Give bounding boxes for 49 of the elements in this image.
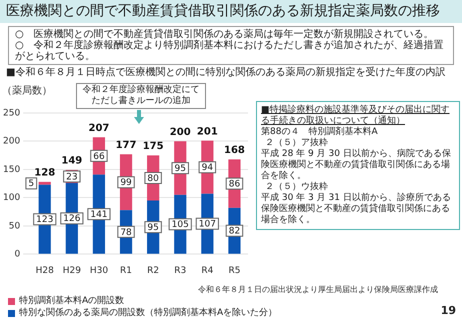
data-label: 5 xyxy=(28,179,34,190)
y-tick-label: 50 xyxy=(8,221,20,232)
total-label: 149 xyxy=(61,156,82,167)
data-label: 107 xyxy=(198,220,216,230)
text: 令和６年８月１日の届出状況より厚生局届出より保険局医療課作成 xyxy=(198,284,438,295)
x-tick-label: R1 xyxy=(120,266,132,276)
x-tick-label: H28 xyxy=(36,266,54,276)
data-label: 95 xyxy=(174,164,186,174)
data-label: 126 xyxy=(63,214,81,224)
data-label: 78 xyxy=(120,228,132,238)
data-label: 123 xyxy=(36,215,54,226)
notice-panel: ○ 医療機関との間で不動産賃貸借取引関係のある薬局は毎年一定数が新規開設されている。 ○ 令和２年度診療報酬改定より特別調剤基本料におけるただし書きが追加されたが、経過措置がとられている。 xyxy=(8,26,454,65)
data-label: 99 xyxy=(120,178,132,188)
y-tick-label: 0 xyxy=(14,250,20,260)
data-label: 66 xyxy=(93,152,105,162)
data-label: 23 xyxy=(66,172,78,182)
x-tick-label: R5 xyxy=(228,266,240,276)
y-tick-label: 250 xyxy=(2,108,20,118)
x-tick-label: R4 xyxy=(201,266,214,276)
x-tick-label: H30 xyxy=(90,266,108,276)
y-axis-title: （薬局数） xyxy=(2,84,52,97)
data-label: 105 xyxy=(172,220,189,230)
bar xyxy=(38,182,51,185)
legend-label: 特別調剤基本料Aの開設数 xyxy=(19,295,124,307)
total-label: 168 xyxy=(224,144,245,156)
data-label: 86 xyxy=(228,179,240,190)
data-label: 141 xyxy=(90,210,108,220)
chart-subtitle: ■令和６年８月１日時点で医療機関との間に特別な関係のある薬局の新規指定を受けた年度の内訳 xyxy=(6,67,446,79)
total-label: 128 xyxy=(34,168,56,178)
text: 令和２年度診療報酬改定にてただし書きルールの追加 xyxy=(76,83,206,109)
total-label: 201 xyxy=(196,126,218,138)
x-tick-label: H29 xyxy=(62,266,82,276)
notice-panel: ■特掲診療料の施設基準等及びその届出に関する手続きの取扱いについて（通知） 第88の４ 特別調剤基本料A ２（５）ア抜粋 平成 28 年 9 月 30 日以前から、病院である保険医療機関と不動産の賃貸借取引関係にある場合を除く。 ２（５）ウ抜粋 平成 30 年 3 月 31 日以前から、診療所である保険医療機関と不動産の賃貸借取引関係にある場合を除く。 xyxy=(256,101,460,230)
total-label: 207 xyxy=(88,122,110,134)
y-tick-label: 200 xyxy=(2,136,20,147)
data-label: 95 xyxy=(147,222,159,233)
data-label: 80 xyxy=(147,174,160,184)
text: 19 xyxy=(440,304,456,317)
legend-label: 特別な関係のある薬局の開設数（特別調剤基本料Aを除いた分） xyxy=(19,307,278,319)
total-label: 177 xyxy=(116,140,137,151)
data-label: 94 xyxy=(202,163,214,174)
x-tick-label: R3 xyxy=(174,266,186,276)
y-tick-label: 150 xyxy=(2,164,20,175)
y-tick-label: 100 xyxy=(2,193,20,204)
x-tick-label: R2 xyxy=(147,266,160,276)
total-label: 175 xyxy=(142,140,164,152)
chart-title: 医療機関との間で不動産賃貸借取引関係のある新規指定薬局数の推移 xyxy=(0,0,462,23)
data-label: 82 xyxy=(228,226,240,237)
total-label: 200 xyxy=(170,126,191,138)
